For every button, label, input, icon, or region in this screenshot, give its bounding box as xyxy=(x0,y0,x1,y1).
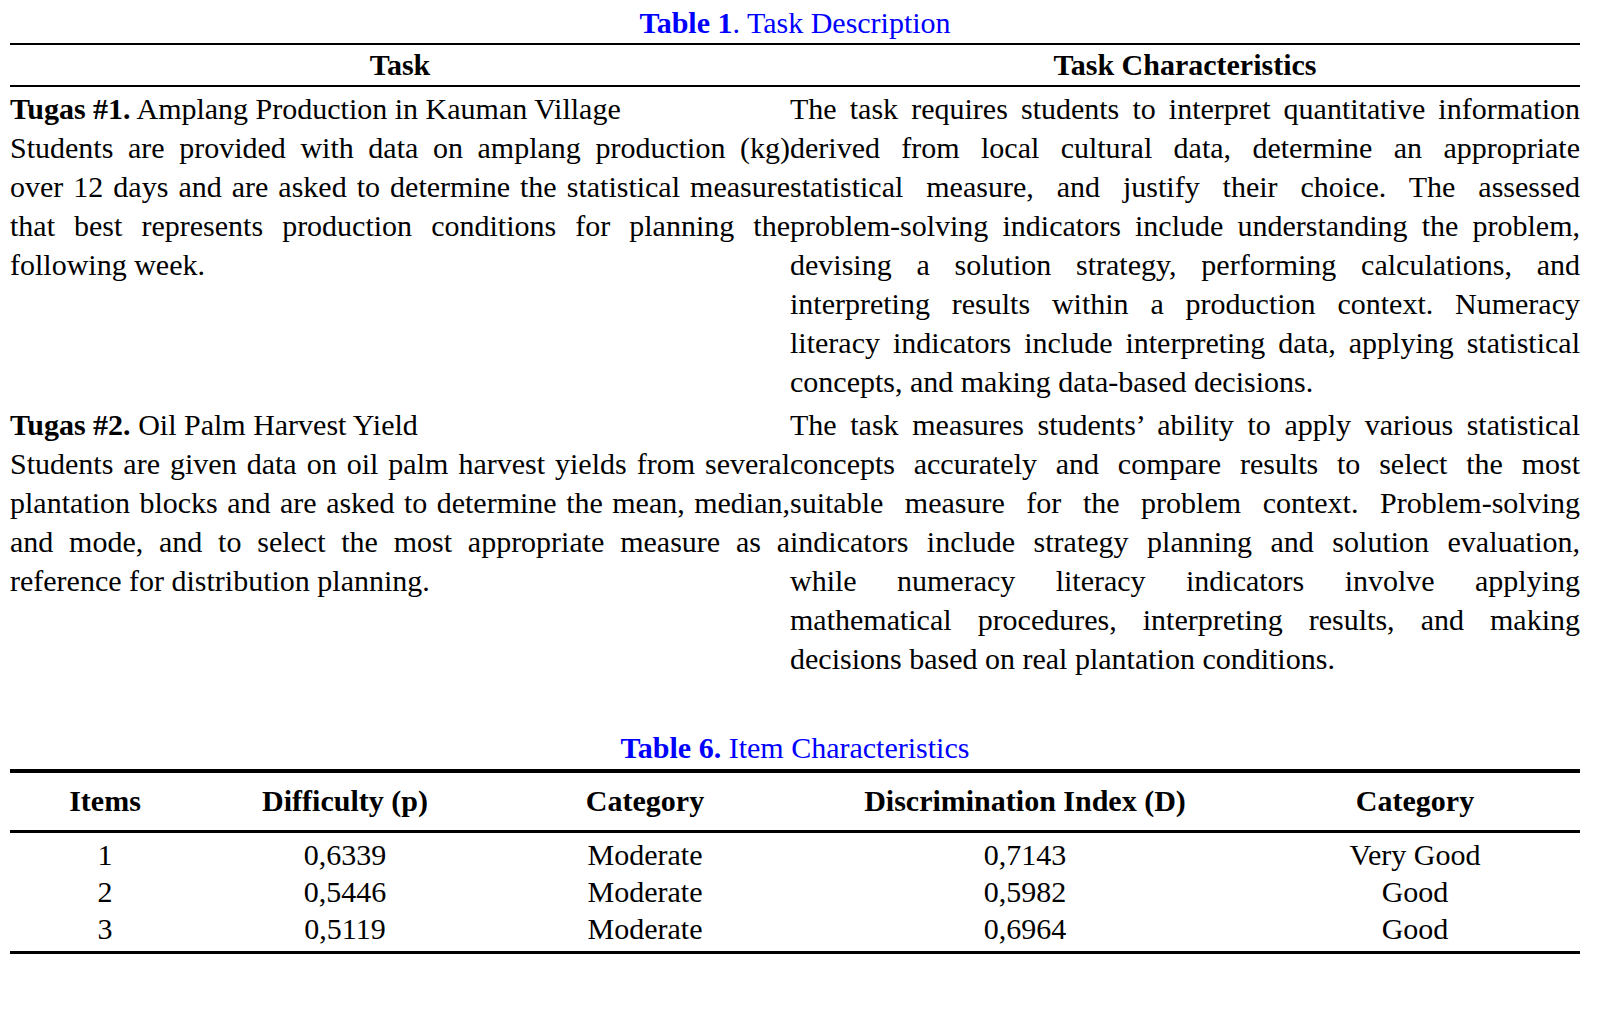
table6-header-row: Items Difficulty (p) Category Discrimina… xyxy=(10,771,1580,832)
item2-number: 2 xyxy=(10,873,200,910)
item2-discrimination: 0,5982 xyxy=(800,873,1250,910)
table6-caption-title: Item Characteristics xyxy=(721,731,969,764)
table1-row-task1: Tugas #1. Amplang Production in Kauman V… xyxy=(10,86,1580,403)
task1-characteristics: The task requires students to interpret … xyxy=(790,86,1580,403)
item1-discrimination: 0,7143 xyxy=(800,832,1250,874)
task1-label: Tugas #1. xyxy=(10,92,131,125)
item1-difficulty-category: Moderate xyxy=(490,832,800,874)
table6-caption-number: Table 6. xyxy=(621,731,722,764)
table1-header-task: Task xyxy=(10,44,790,86)
document-page: Table 1. Task Description Task Task Char… xyxy=(0,0,1600,1036)
table1-caption-title: . Task Description xyxy=(732,6,950,39)
table6-header-category-2: Category xyxy=(1250,771,1580,832)
item2-discrimination-category: Good xyxy=(1250,873,1580,910)
item3-difficulty: 0,5119 xyxy=(200,910,490,953)
table6-row-item3: 3 0,5119 Moderate 0,6964 Good xyxy=(10,910,1580,953)
item3-discrimination: 0,6964 xyxy=(800,910,1250,953)
task2-cell: Tugas #2. Oil Palm Harvest Yield Student… xyxy=(10,403,790,680)
table6-header-discrimination: Discrimination Index (D) xyxy=(800,771,1250,832)
table6-item-characteristics: Items Difficulty (p) Category Discrimina… xyxy=(10,769,1580,954)
table1-header: Task Task Characteristics xyxy=(10,44,1580,86)
task2-label: Tugas #2. xyxy=(10,408,131,441)
task1-body: Students are provided with data on ampla… xyxy=(10,131,790,281)
table6-caption: Table 6. Item Characteristics xyxy=(10,730,1580,765)
task2-title: Oil Palm Harvest Yield xyxy=(131,408,418,441)
item1-number: 1 xyxy=(10,832,200,874)
table1-row-task2: Tugas #2. Oil Palm Harvest Yield Student… xyxy=(10,403,1580,680)
table6-row-item1: 1 0,6339 Moderate 0,7143 Very Good xyxy=(10,832,1580,874)
item2-difficulty-category: Moderate xyxy=(490,873,800,910)
table6-header: Items Difficulty (p) Category Discrimina… xyxy=(10,771,1580,832)
table1-header-row: Task Task Characteristics xyxy=(10,44,1580,86)
table1-caption-number: Table 1 xyxy=(639,6,732,39)
table6-row-item2: 2 0,5446 Moderate 0,5982 Good xyxy=(10,873,1580,910)
task1-cell: Tugas #1. Amplang Production in Kauman V… xyxy=(10,86,790,403)
task1-title: Amplang Production in Kauman Village xyxy=(131,92,621,125)
table1-caption: Table 1. Task Description xyxy=(10,5,1580,40)
task2-body: Students are given data on oil palm harv… xyxy=(10,447,790,597)
item3-difficulty-category: Moderate xyxy=(490,910,800,953)
table6-header-items: Items xyxy=(10,771,200,832)
item1-difficulty: 0,6339 xyxy=(200,832,490,874)
table1-header-characteristics: Task Characteristics xyxy=(790,44,1580,86)
item2-difficulty: 0,5446 xyxy=(200,873,490,910)
table6-header-category-1: Category xyxy=(490,771,800,832)
task2-characteristics: The task measures students’ ability to a… xyxy=(790,403,1580,680)
table1-task-description: Task Task Characteristics Tugas #1. Ampl… xyxy=(10,43,1580,680)
item3-number: 3 xyxy=(10,910,200,953)
item1-discrimination-category: Very Good xyxy=(1250,832,1580,874)
item3-discrimination-category: Good xyxy=(1250,910,1580,953)
table6-header-difficulty: Difficulty (p) xyxy=(200,771,490,832)
